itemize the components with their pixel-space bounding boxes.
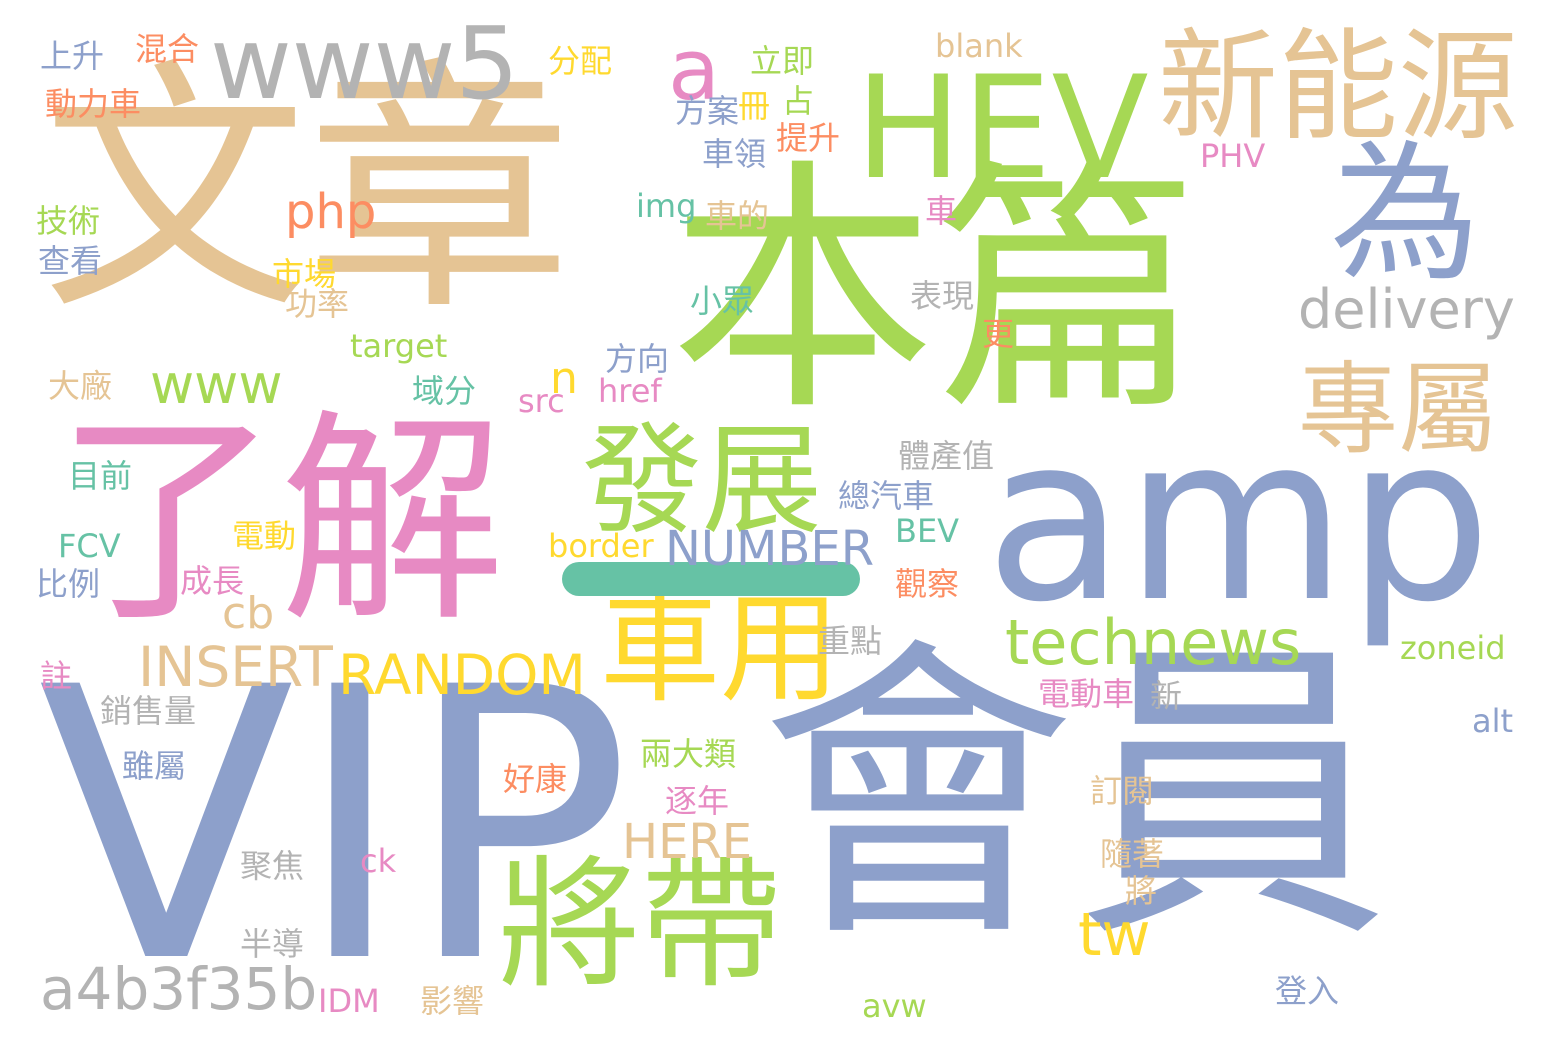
word-idm: IDM (318, 982, 380, 1020)
word-n: n (550, 353, 578, 404)
word-a: a (668, 21, 721, 120)
word-fangxiang: 方向 (605, 340, 670, 378)
word-bandao: 半導 (240, 925, 305, 963)
word-amp: amp (985, 386, 1492, 652)
word-zhongdian: 重點 (818, 622, 883, 660)
word-che: 車 (925, 192, 958, 230)
word-jiang: 將 (1125, 872, 1158, 910)
word-muqian: 目前 (68, 457, 133, 495)
word-www5: www5 (210, 5, 519, 122)
word-php: php (285, 184, 377, 240)
word-wei: 為 (1330, 128, 1481, 302)
word-gonglv: 功率 (285, 285, 350, 323)
word-donglieche: 動力車 (45, 85, 142, 123)
word-suizhe: 隨著 (1100, 835, 1165, 873)
word-technews: technews (1005, 606, 1302, 679)
word-zhu: 註 (40, 657, 73, 695)
word-xiaozhong: 小眾 (690, 282, 755, 320)
word-zoneid: zoneid (1400, 629, 1506, 667)
word-zongqiche: 總汽車 (838, 477, 935, 515)
word-src: src (518, 382, 565, 420)
word-liaojie: 了解 (55, 391, 505, 653)
word-geng: 更 (982, 315, 1015, 353)
word-cb: cb (222, 588, 275, 639)
word-suishu: 雖屬 (122, 747, 187, 785)
word-jujiao: 聚焦 (240, 847, 305, 885)
word-chakan: 查看 (38, 242, 103, 280)
word-border: border (548, 527, 654, 565)
word-yufen: 域分 (412, 372, 477, 410)
word-blank: blank (935, 27, 1023, 65)
word-delivery: delivery (1298, 278, 1515, 341)
word-tichanzhi: 體產值 (898, 437, 995, 475)
word-www: www (150, 353, 283, 416)
word-chengzhang: 成長 (180, 562, 245, 600)
word-phv: PHV (1200, 137, 1266, 175)
word-dengru: 登入 (1275, 972, 1340, 1010)
word-liji: 立即 (750, 42, 815, 80)
word-guancha: 觀察 (895, 565, 960, 603)
word-xin: 新 (1150, 677, 1183, 715)
word-img: img (636, 187, 697, 225)
word-avw: avw (862, 987, 927, 1025)
word-alt: alt (1472, 702, 1514, 740)
word-shichang: 市場 (272, 255, 337, 293)
word-fangan: 方案 (675, 92, 740, 130)
word-target: target (350, 327, 448, 365)
word-tisheng: 提升 (776, 119, 841, 157)
word-zhan: 占 (782, 82, 815, 120)
word-ce: 冊 (738, 87, 771, 125)
word-xinnengyuan: 新能源 (1158, 18, 1518, 157)
word-hunhe: 混合 (135, 30, 200, 68)
word-insert: INSERT (138, 635, 333, 699)
word-haokang: 好康 (503, 760, 568, 798)
word-dachang: 大廠 (48, 367, 113, 405)
word-biaoxian: 表現 (910, 277, 975, 315)
word-href: href (598, 372, 662, 410)
word-fazhan: 發展 (582, 412, 822, 551)
word-dingyue: 訂閱 (1090, 772, 1155, 810)
word-yingxiang: 影響 (420, 982, 485, 1020)
word-here: HERE (622, 814, 753, 870)
word-random: RANDOM (338, 643, 586, 707)
word-fenpei: 分配 (548, 42, 613, 80)
word-bili: 比例 (36, 565, 101, 603)
word-number: NUMBER (665, 521, 875, 577)
word-ck: ck (360, 842, 397, 880)
word-dash (562, 562, 860, 596)
word-wenzhang: 文章 (42, 38, 572, 346)
word-huiyuan: 會員 (760, 614, 1390, 980)
word-shangsheng: 上升 (40, 37, 105, 75)
word-benpian: 本篇 (670, 138, 1200, 446)
word-zhuanshu: 專屬 (1298, 351, 1498, 468)
word-bev: BEV (895, 512, 960, 550)
word-xiaoshouliang: 銷售量 (100, 692, 197, 730)
word-tw: tw (1078, 900, 1151, 970)
word-diandong: 電動 (232, 517, 297, 555)
word-zhunian: 逐年 (665, 782, 730, 820)
word-liangdalei: 兩大類 (640, 735, 737, 773)
word-chede: 車的 (705, 197, 770, 235)
word-cheling: 車領 (702, 135, 767, 173)
word-cheyong: 車用 (600, 580, 840, 719)
word-fcv: FCV (58, 527, 121, 565)
word-hev: HEV (855, 46, 1149, 211)
word-jishu: 技術 (36, 202, 101, 240)
word-a4b3f35b: a4b3f35b (40, 955, 318, 1023)
word-jiangdai: 將帶 (498, 843, 782, 1008)
word-diandongche: 電動車 (1038, 675, 1135, 713)
word-vip: VIP (38, 609, 632, 1045)
